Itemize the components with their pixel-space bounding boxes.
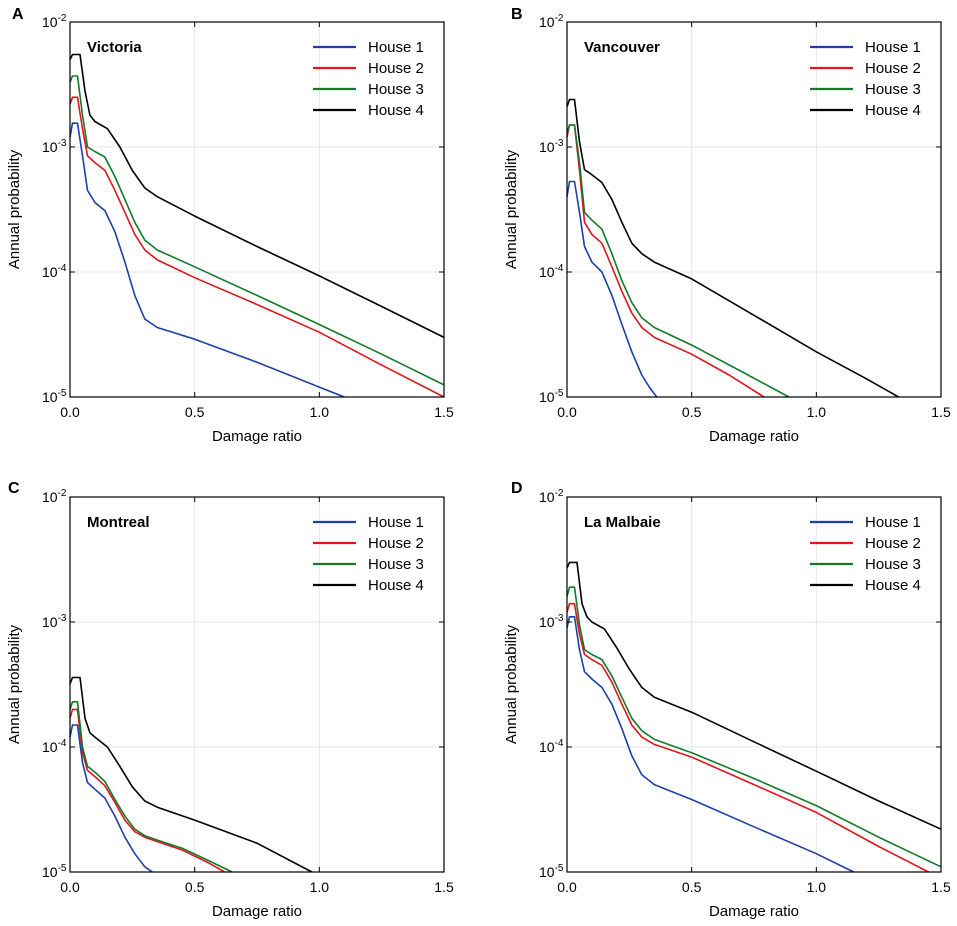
series-line-house-1	[69, 122, 345, 398]
series-line-house-4	[566, 98, 899, 398]
y-axis-label: Annual probability	[6, 624, 23, 744]
chart-title: Vancouver	[584, 39, 660, 56]
y-tick-label: 10-5	[42, 863, 67, 880]
legend-label: House 3	[368, 81, 424, 98]
x-axis-label: Damage ratio	[212, 428, 302, 445]
x-tick-label: 0.0	[557, 879, 577, 895]
y-tick-label: 10-3	[539, 138, 564, 155]
x-tick-label: 1.0	[310, 879, 330, 895]
panel-letter: A	[12, 6, 24, 23]
legend-label: House 3	[368, 556, 424, 573]
x-tick-label: 1.5	[434, 879, 454, 895]
legend-label: House 1	[368, 514, 424, 531]
y-tick-label: 10-5	[539, 388, 564, 405]
y-tick-label: 10-2	[42, 13, 67, 30]
x-tick-label: 0.5	[185, 404, 205, 420]
series-line-house-2	[566, 602, 929, 873]
x-tick-label: 1.0	[807, 879, 827, 895]
panel-b: B 0.0 0.5 1.0 1.5 10-2 10-3 10-4 10-5 Damage rati…	[503, 6, 951, 445]
x-tick-label: 0.0	[557, 404, 577, 420]
chart-title: La Malbaie	[584, 514, 661, 531]
x-tick-label: 0.5	[682, 404, 702, 420]
legend-label: House 4	[368, 102, 424, 119]
x-tick-label: 1.0	[310, 404, 330, 420]
plot-frame	[69, 21, 445, 398]
y-axis-label: Annual probability	[6, 149, 23, 269]
y-tick-label: 10-4	[42, 738, 67, 755]
y-tick-label: 10-4	[539, 738, 564, 755]
series-line-house-3	[69, 700, 233, 873]
legend-label: House 1	[368, 39, 424, 56]
panel-letter: D	[511, 480, 523, 497]
legend-label: House 4	[368, 577, 424, 594]
plot-frame	[566, 21, 942, 398]
legend-label: House 2	[865, 60, 921, 77]
y-tick-label: 10-5	[42, 388, 67, 405]
panel-c: C 0.0 0.5 1.0 1.5 10-2 10-3 10-4 10-5 Damage rati…	[6, 480, 454, 920]
series-line-house-1	[566, 180, 658, 398]
plot-frame	[69, 496, 445, 873]
series-line-house-3	[566, 124, 790, 398]
x-tick-label: 0.5	[185, 879, 205, 895]
chart-title: Montreal	[87, 514, 150, 531]
series-line-house-4	[69, 676, 313, 873]
series-line-house-1	[69, 724, 153, 873]
x-tick-label: 0.0	[60, 404, 80, 420]
y-axis-label: Annual probability	[503, 149, 520, 269]
y-tick-label: 10-5	[539, 863, 564, 880]
series-line-house-4	[566, 561, 942, 830]
legend-label: House 3	[865, 81, 921, 98]
y-tick-label: 10-3	[42, 613, 67, 630]
panel-a: A 0.0 0.5 1.0 1.5 10-2 10-3 10-4 10-5 Damage rati…	[6, 6, 454, 445]
y-tick-label: 10-4	[539, 263, 564, 280]
legend: House 1 House 2 House 3 House 4	[313, 39, 424, 119]
y-tick-label: 10-2	[539, 488, 564, 505]
series-line-house-3	[69, 75, 445, 386]
y-tick-label: 10-4	[42, 263, 67, 280]
x-axis-label: Damage ratio	[709, 428, 799, 445]
legend-label: House 4	[865, 102, 921, 119]
chart-title: Victoria	[87, 39, 142, 56]
y-tick-label: 10-2	[539, 13, 564, 30]
legend-label: House 1	[865, 39, 921, 56]
series-line-house-2	[566, 124, 765, 398]
plot-frame	[566, 496, 942, 873]
x-axis-label: Damage ratio	[709, 903, 799, 920]
y-tick-label: 10-3	[42, 138, 67, 155]
legend-label: House 2	[368, 535, 424, 552]
x-tick-label: 0.5	[682, 879, 702, 895]
x-tick-label: 1.5	[931, 404, 951, 420]
y-axis-label: Annual probability	[503, 624, 520, 744]
y-tick-label: 10-3	[539, 613, 564, 630]
legend-label: House 4	[865, 577, 921, 594]
x-tick-label: 1.5	[931, 879, 951, 895]
series-line-house-2	[69, 708, 225, 873]
series-line-house-4	[69, 53, 445, 339]
legend: House 1 House 2 House 3 House 4	[313, 514, 424, 594]
legend: House 1 House 2 House 3 House 4	[810, 39, 921, 119]
x-tick-label: 1.5	[434, 404, 454, 420]
legend-label: House 3	[865, 556, 921, 573]
series-line-house-1	[566, 615, 855, 873]
legend-label: House 1	[865, 514, 921, 531]
series-line-house-2	[69, 96, 445, 398]
series-line-house-3	[566, 586, 942, 868]
legend-label: House 2	[368, 60, 424, 77]
x-axis-label: Damage ratio	[212, 903, 302, 920]
panel-letter: B	[511, 6, 523, 23]
legend-label: House 2	[865, 535, 921, 552]
legend: House 1 House 2 House 3 House 4	[810, 514, 921, 594]
panel-d: D 0.0 0.5 1.0 1.5 10-2 10-3 10-4 10-5 Damage rati…	[503, 480, 951, 920]
x-tick-label: 1.0	[807, 404, 827, 420]
panel-letter: C	[8, 480, 20, 497]
y-tick-label: 10-2	[42, 488, 67, 505]
x-tick-label: 0.0	[60, 879, 80, 895]
